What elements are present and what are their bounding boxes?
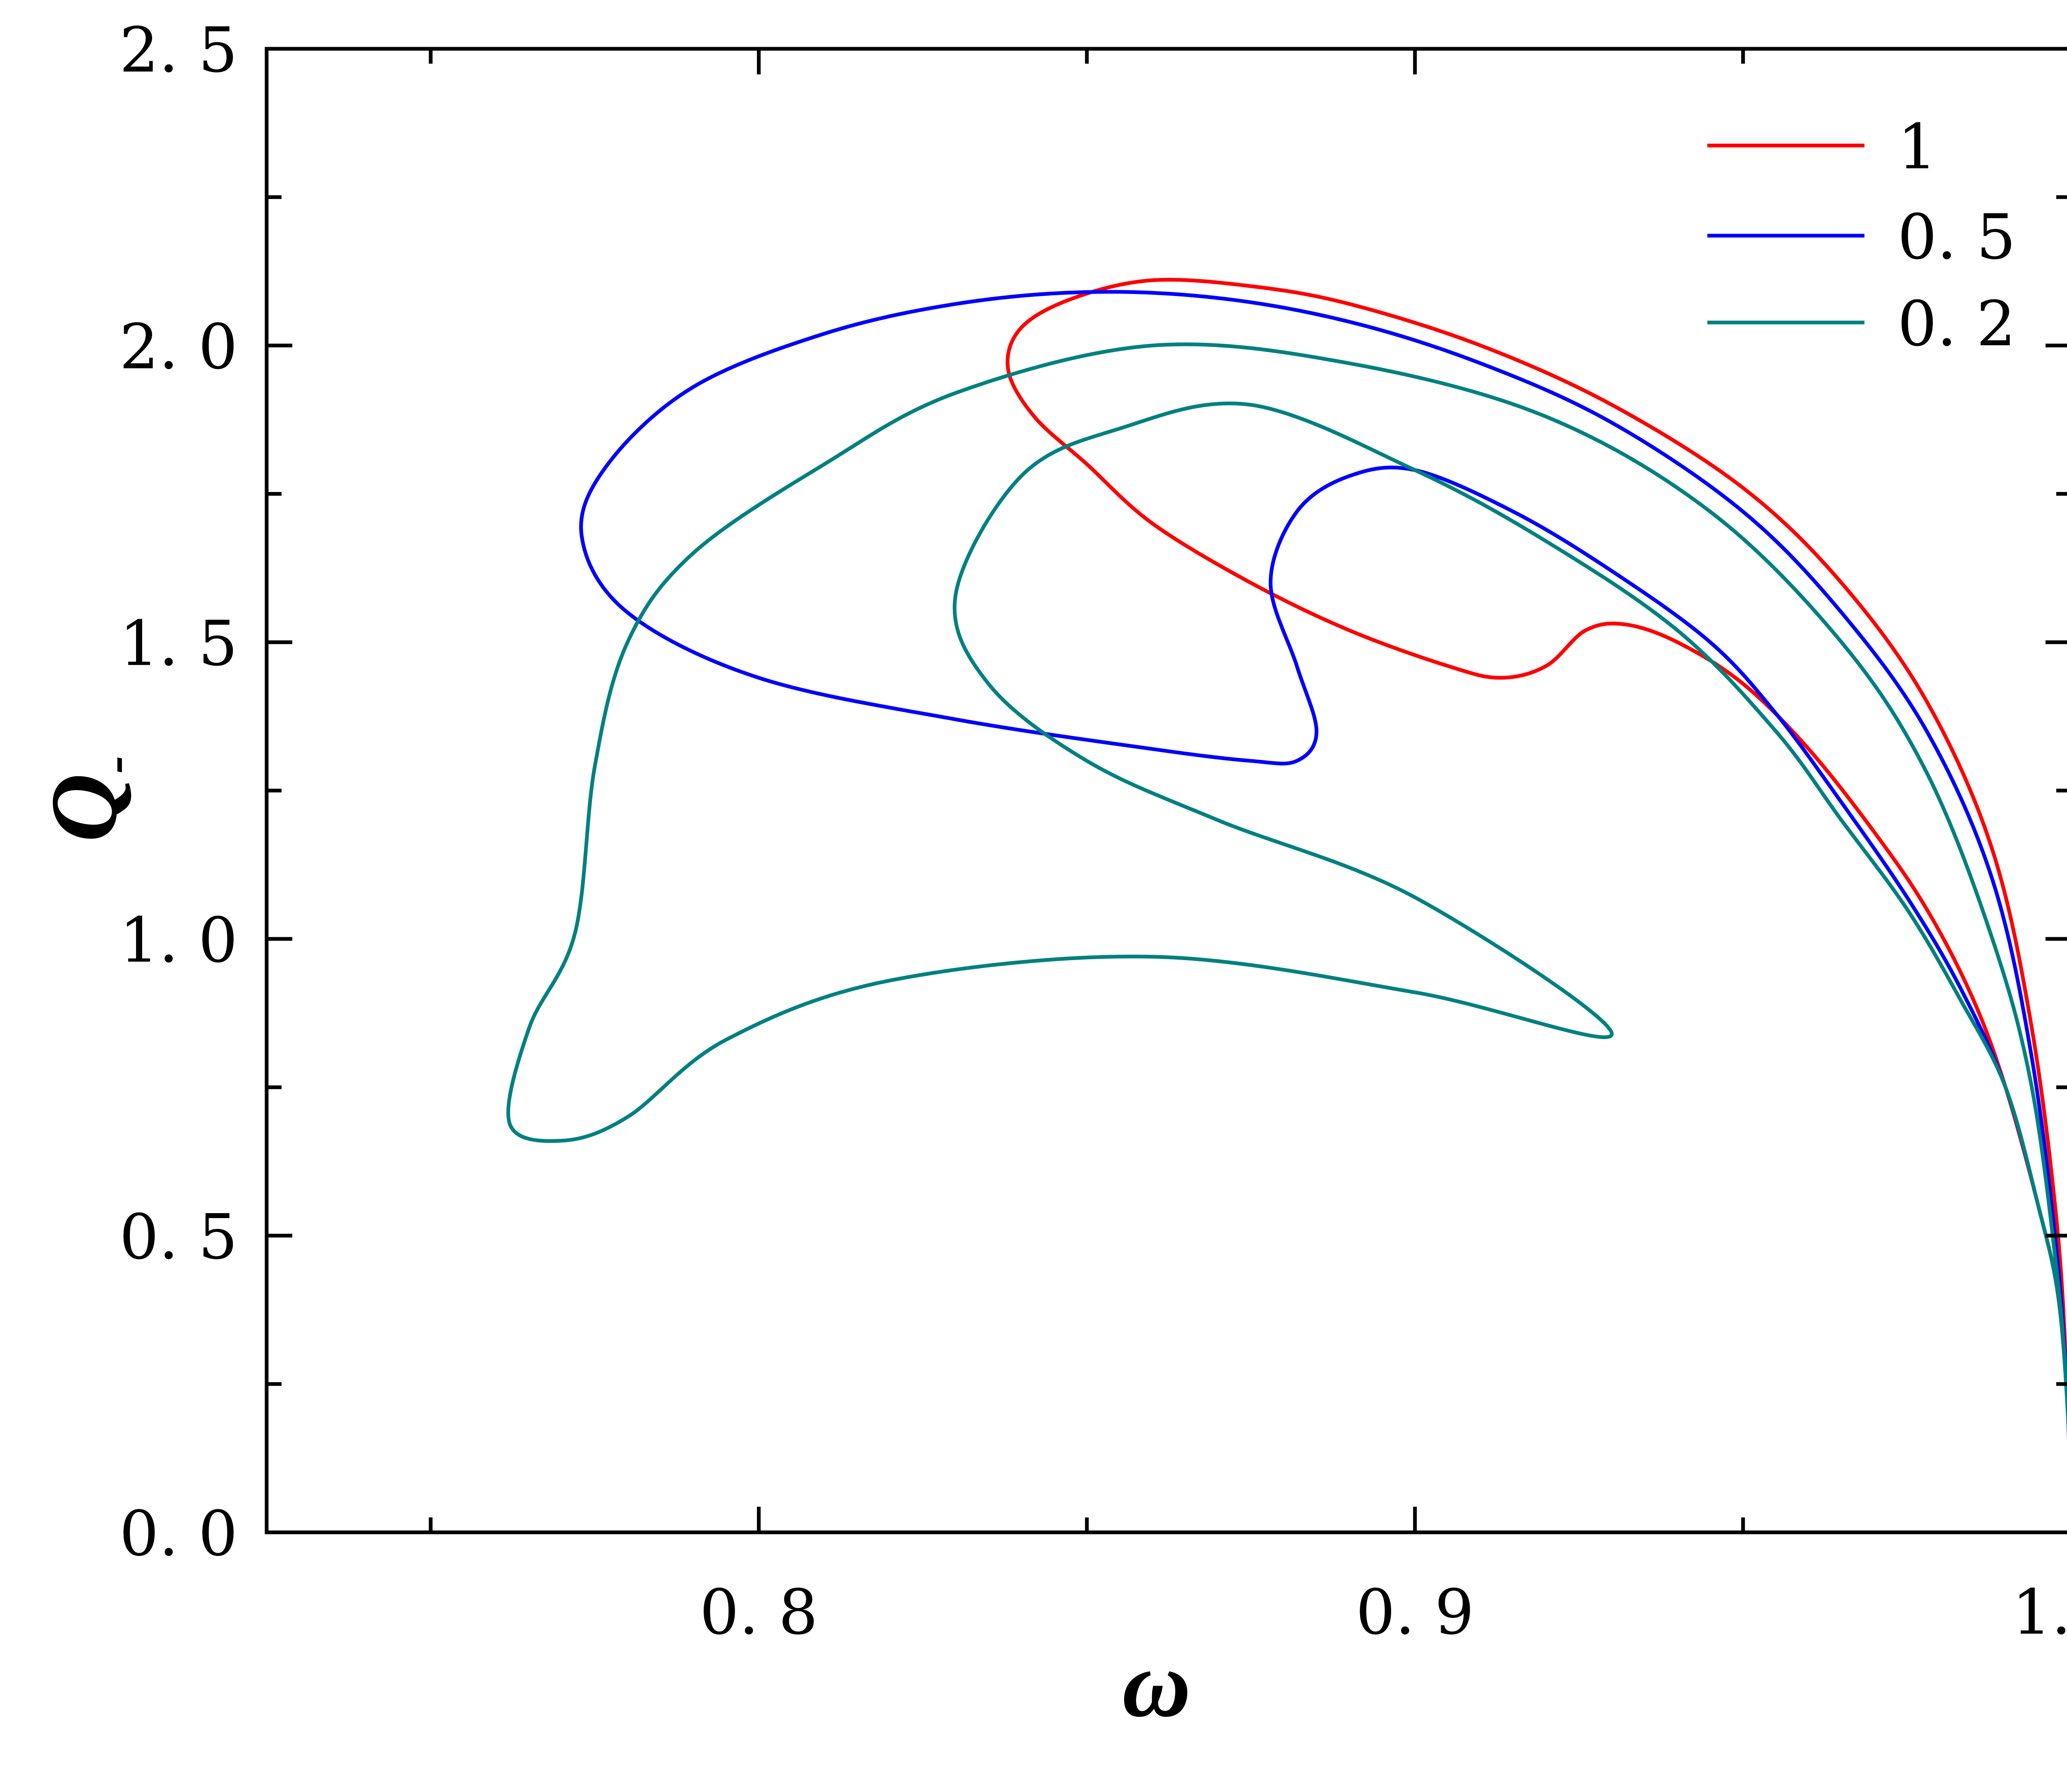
y-axis-title: Q- [31, 755, 144, 842]
series-line-1 [1005, 277, 2067, 1439]
y-tick-label: 0. 5 [119, 1201, 238, 1273]
axis-ticks [267, 47, 2067, 1534]
legend-label-2: 0. 5 [1898, 201, 2016, 273]
y-axis-title-main: Q [31, 774, 136, 842]
y-tick-label: 0. 0 [119, 1498, 238, 1570]
legend-label-3: 0. 2 [1898, 288, 2016, 360]
x-axis-title: ω [1122, 1631, 1191, 1737]
y-axis-title-group: Q- [31, 755, 144, 842]
series-lines [506, 277, 2067, 1439]
tick-labels: 0. 8 0. 9 1. 0 0. 0 0. 5 1. 0 1. 5 2. 0 2. 5 [119, 14, 2067, 1649]
legend-label-1: 1 [1898, 111, 1937, 183]
series-line-3 [506, 342, 2067, 1436]
x-tick-label: 1. 0 [2012, 1577, 2067, 1649]
x-tick-label: 0. 8 [699, 1577, 818, 1649]
y-axis-title-subscript: - [85, 755, 144, 773]
legend: 1 0. 5 0. 2 [1707, 111, 2016, 360]
y-tick-label: 2. 0 [119, 311, 238, 383]
y-tick-label: 2. 5 [119, 14, 238, 86]
axis-titles: ω Q- [31, 755, 1191, 1737]
y-tick-label: 1. 0 [119, 905, 238, 977]
x-tick-label: 0. 9 [1356, 1577, 1474, 1649]
plot-frame [265, 47, 2067, 1534]
y-tick-label: 1. 5 [119, 608, 238, 680]
series-line-2 [579, 290, 2067, 1438]
plot-border [265, 47, 2067, 1534]
